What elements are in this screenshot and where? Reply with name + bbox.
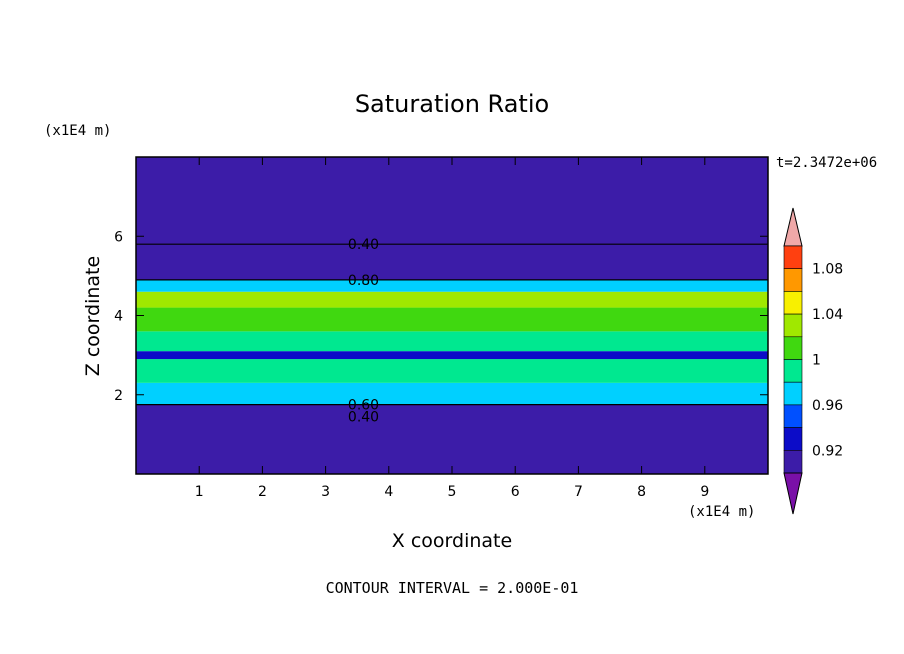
- colorbar-box-5: [783, 359, 803, 383]
- y-axis: 2 4 6: [114, 229, 768, 404]
- colorbar-bottom-triangle: [783, 472, 803, 515]
- colorbar-box-1: [783, 268, 803, 292]
- data-band-8: [136, 157, 768, 280]
- data-band-5: [136, 307, 768, 332]
- colorbar-label-0: 0.92: [812, 443, 843, 459]
- y-axis-title: Z coordinate: [82, 256, 104, 376]
- x-tick-label-1: 2: [258, 484, 267, 500]
- data-band-3: [136, 351, 768, 360]
- colorbar-box-0: [783, 245, 803, 270]
- x-tick-label-7: 8: [637, 484, 646, 500]
- colorbar: 0.92 0.96 1 1.04 1.08: [783, 207, 843, 515]
- colorbar-box-7: [783, 404, 803, 428]
- x-tick-label-5: 6: [511, 484, 520, 500]
- x-axis-title: X coordinate: [392, 530, 512, 552]
- colorbar-box-3: [783, 313, 803, 338]
- plot-area: 0.400.800.600.40: [136, 157, 768, 474]
- y-tick-label-1: 4: [114, 309, 123, 325]
- time-label: t=2.3472e+06: [776, 155, 877, 171]
- x-tick-label-6: 7: [574, 484, 583, 500]
- colorbar-box-9: [783, 449, 803, 474]
- chart-title: Saturation Ratio: [355, 90, 549, 118]
- colorbar-box-4: [783, 336, 803, 360]
- y-tick-label-0: 2: [114, 388, 123, 404]
- x-unit-label: (x1E4 m): [688, 504, 755, 520]
- x-tick-label-4: 5: [448, 484, 457, 500]
- data-band-1: [136, 382, 768, 405]
- colorbar-label-1: 0.96: [812, 398, 843, 414]
- colorbar-box-8: [783, 427, 803, 451]
- contour-label-0: 0.40: [348, 237, 379, 253]
- contour-label-3: 0.40: [348, 410, 379, 426]
- contour-label-2: 0.60: [348, 398, 379, 414]
- x-tick-label-3: 4: [384, 484, 393, 500]
- y-unit-label: (x1E4 m): [44, 123, 111, 139]
- data-band-2: [136, 359, 768, 383]
- colorbar-box-2: [783, 291, 803, 315]
- data-band-7: [136, 279, 768, 292]
- data-band-6: [136, 291, 768, 308]
- x-axis: 1 2 3 4 5 6 7 8 9: [195, 157, 709, 500]
- colorbar-label-2: 1: [812, 353, 821, 369]
- colorbar-label-3: 1.04: [812, 307, 843, 323]
- x-tick-label-8: 9: [700, 484, 709, 500]
- colorbar-top-triangle: [783, 207, 803, 247]
- colorbar-box-6: [783, 381, 803, 406]
- contour-interval-note: CONTOUR INTERVAL = 2.000E-01: [326, 579, 579, 597]
- x-tick-label-2: 3: [321, 484, 330, 500]
- x-tick-label-0: 1: [195, 484, 204, 500]
- data-band-0: [136, 404, 768, 474]
- y-tick-label-2: 6: [114, 229, 123, 245]
- contour-label-1: 0.80: [348, 273, 379, 289]
- colorbar-label-4: 1.08: [812, 262, 843, 278]
- data-band-4: [136, 331, 768, 352]
